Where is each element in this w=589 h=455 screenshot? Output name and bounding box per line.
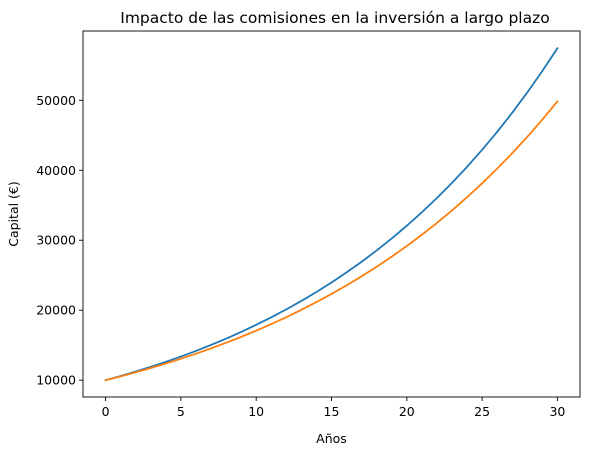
- series-line-2: [104, 100, 559, 382]
- y-tick-label: 30000: [36, 233, 76, 248]
- chart-title: Impacto de las comisiones en la inversió…: [120, 9, 549, 27]
- series-layer: [104, 47, 559, 382]
- plot-frame: [82, 30, 581, 398]
- x-tick-label: 0: [102, 404, 110, 419]
- y-tick-label: 10000: [36, 373, 76, 388]
- x-tick-label: 15: [324, 404, 340, 419]
- x-tick-label: 30: [549, 404, 565, 419]
- y-tick-label: 50000: [36, 93, 76, 108]
- y-tick-label: 40000: [36, 163, 76, 178]
- x-axis-label: Años: [316, 431, 347, 446]
- x-axis: 0 5 10 15 20 25 30: [102, 397, 565, 419]
- x-tick-label: 10: [248, 404, 264, 419]
- y-axis-label: Capital (€): [6, 181, 21, 247]
- y-tick-label: 20000: [36, 303, 76, 318]
- x-tick-label: 25: [474, 404, 490, 419]
- series-line-1: [104, 47, 559, 382]
- x-tick-label: 20: [399, 404, 415, 419]
- x-tick-label: 5: [177, 404, 185, 419]
- y-axis: 10000 20000 30000 40000 50000: [36, 93, 83, 388]
